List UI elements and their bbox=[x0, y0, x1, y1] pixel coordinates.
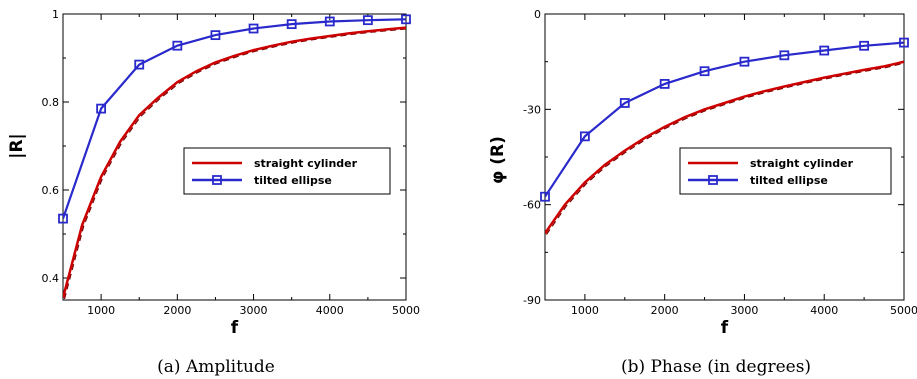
data-point-tilted-ellipse bbox=[739, 56, 750, 67]
series-line-straight-cylinder bbox=[63, 26, 406, 299]
legend-label-straight-cylinder: straight cylinder bbox=[254, 157, 358, 170]
figure-caption: (b) Phase (in degrees) bbox=[621, 357, 811, 377]
series-line-tilted-ellipse bbox=[545, 41, 904, 198]
x-axis-title: f bbox=[231, 318, 239, 338]
data-point-tilted-ellipse bbox=[96, 103, 107, 114]
x-tick-label: 1000 bbox=[571, 304, 599, 317]
x-tick-label: 3000 bbox=[240, 304, 268, 317]
data-point-tilted-ellipse bbox=[699, 66, 710, 77]
chart-panel-b: 1000 2000 3000 4000 5000 -90 -60 -30 0 straight c… bbox=[488, 8, 917, 377]
legend-label-straight-cylinder: straight cylinder bbox=[750, 157, 854, 170]
series-line-straight-cylinder-dashed bbox=[63, 28, 406, 300]
legend: straight cylinder tilted ellipse bbox=[183, 147, 391, 195]
y-tick-label: 1 bbox=[52, 8, 59, 21]
data-point-tilted-ellipse bbox=[286, 19, 297, 30]
y-axis-title: |R| bbox=[7, 133, 27, 159]
legend-label-tilted-ellipse: tilted ellipse bbox=[750, 174, 828, 187]
data-point-tilted-ellipse bbox=[859, 40, 870, 51]
data-point-tilted-ellipse bbox=[819, 45, 830, 56]
x-tick-label: 5000 bbox=[392, 304, 420, 317]
series-line-straight-cylinder bbox=[545, 60, 904, 235]
data-point-tilted-ellipse bbox=[58, 213, 68, 224]
data-point-tilted-ellipse bbox=[659, 79, 670, 89]
data-point-tilted-ellipse bbox=[324, 16, 335, 27]
x-tick-label: 4000 bbox=[316, 304, 344, 317]
data-point-tilted-ellipse bbox=[362, 15, 373, 26]
legend-label-tilted-ellipse: tilted ellipse bbox=[254, 174, 332, 187]
x-tick-label: 1000 bbox=[87, 304, 115, 317]
data-point-tilted-ellipse bbox=[779, 50, 790, 61]
legend-box bbox=[679, 147, 892, 195]
legend-box bbox=[183, 147, 391, 195]
x-tick-label: 3000 bbox=[730, 304, 758, 317]
y-tick-label: 0.6 bbox=[42, 184, 60, 197]
y-axis-title: φ (R) bbox=[488, 136, 508, 184]
plot-area bbox=[545, 41, 904, 235]
y-tick-label: 0.8 bbox=[42, 96, 60, 109]
plot-area bbox=[63, 18, 406, 300]
x-tick-label: 5000 bbox=[890, 304, 917, 317]
y-tick-label: -30 bbox=[523, 103, 541, 116]
series-line-tilted-ellipse bbox=[63, 18, 406, 219]
data-point-tilted-ellipse bbox=[540, 191, 550, 202]
legend: straight cylinder tilted ellipse bbox=[679, 147, 892, 195]
y-tick-label: 0 bbox=[534, 8, 541, 21]
y-tick-label: -90 bbox=[523, 294, 541, 307]
legend-marker-tilted-ellipse bbox=[708, 175, 718, 185]
series-line-straight-cylinder-dashed bbox=[546, 62, 904, 235]
x-tick-label: 2000 bbox=[651, 304, 679, 317]
plot-frame bbox=[62, 13, 407, 301]
x-tick-label: 4000 bbox=[810, 304, 838, 317]
legend-marker-tilted-ellipse bbox=[212, 175, 222, 185]
chart-panel-a: 1000 2000 3000 4000 5000 0.4 0.6 0.8 1 straight c… bbox=[7, 8, 420, 377]
data-point-tilted-ellipse bbox=[248, 23, 259, 34]
y-tick-label: -60 bbox=[523, 199, 541, 212]
data-point-tilted-ellipse bbox=[619, 98, 630, 108]
x-tick-label: 2000 bbox=[163, 304, 191, 317]
data-point-tilted-ellipse bbox=[134, 59, 145, 70]
data-point-tilted-ellipse bbox=[899, 37, 909, 48]
figure-caption: (a) Amplitude bbox=[157, 357, 275, 377]
data-point-tilted-ellipse bbox=[172, 40, 183, 51]
data-point-tilted-ellipse bbox=[401, 14, 411, 25]
x-axis-title: f bbox=[721, 318, 729, 338]
data-point-tilted-ellipse bbox=[579, 131, 590, 142]
data-point-tilted-ellipse bbox=[210, 30, 221, 41]
y-tick-label: 0.4 bbox=[42, 272, 60, 285]
